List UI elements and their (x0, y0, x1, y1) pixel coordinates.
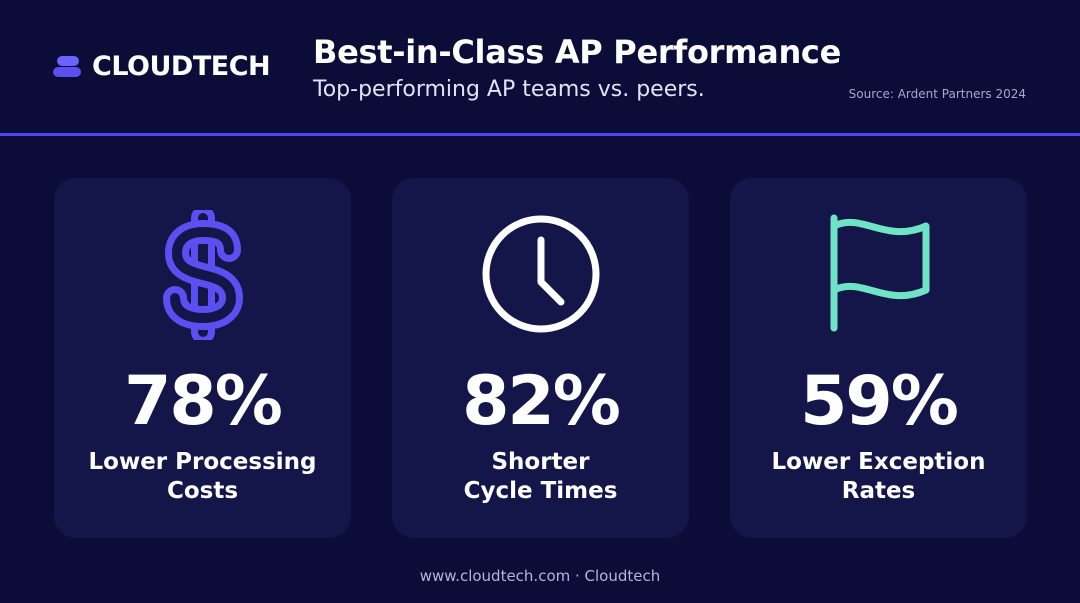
stat-label-line1: Shorter (491, 449, 590, 475)
footer-text: www.cloudtech.com · Cloudtech (419, 567, 661, 585)
clock-icon (392, 210, 689, 340)
page-title: Best-in-Class AP Performance (313, 33, 842, 71)
stat-label-line1: Lower Exception (771, 449, 986, 475)
stat-card-exception-rates: 59% Lower Exception Rates (730, 178, 1027, 538)
stat-value: 78% (124, 362, 283, 441)
stat-card-processing-costs: 78% Lower Processing Costs (54, 178, 351, 538)
logo-mark-icon (53, 52, 89, 80)
stat-value: 59% (800, 362, 959, 441)
dollar-icon (54, 210, 351, 340)
brand-name: CLOUDTECH (92, 50, 271, 82)
stat-value: 82% (462, 362, 621, 441)
flag-icon (730, 210, 1027, 340)
header-divider (0, 133, 1080, 136)
stat-label-line1: Lower Processing (88, 449, 317, 475)
page-subtitle: Top-performing AP teams vs. peers. (313, 77, 705, 102)
stat-card-cycle-times: 82% Shorter Cycle Times (392, 178, 689, 538)
stat-label: Shorter Cycle Times (392, 448, 689, 506)
stat-label: Lower Processing Costs (54, 448, 351, 506)
source-note: Source: Ardent Partners 2024 (848, 87, 1026, 101)
stat-label-line2: Rates (841, 478, 916, 504)
stat-label-line2: Costs (166, 478, 239, 504)
brand-logo: CLOUDTECH (53, 50, 271, 82)
stat-label: Lower Exception Rates (730, 448, 1027, 506)
stat-label-line2: Cycle Times (463, 478, 618, 504)
